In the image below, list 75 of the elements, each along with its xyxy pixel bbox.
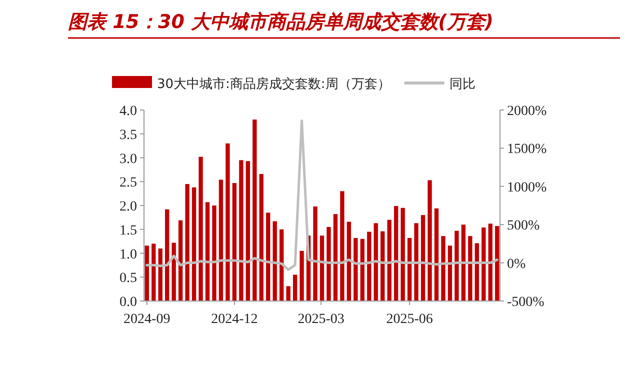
bar	[407, 238, 412, 301]
bar	[367, 232, 372, 301]
x-tick-label: 2024-09	[124, 312, 170, 327]
y2-tick-label: 0%	[507, 256, 526, 272]
bar	[448, 246, 452, 301]
bar	[461, 224, 466, 301]
chart-title: 图表 15：30 大中城市商品房单周成交套数(万套)	[68, 11, 494, 33]
bar	[488, 224, 492, 301]
bar	[198, 156, 203, 301]
y2-tick-label: 500%	[507, 218, 540, 234]
y2-tick-label: 1500%	[507, 142, 547, 158]
bar	[266, 212, 270, 301]
bar	[172, 242, 176, 301]
bar	[394, 206, 398, 301]
bar	[434, 208, 439, 301]
x-tick-label: 2025-06	[386, 312, 433, 327]
bar	[226, 143, 230, 301]
bar	[185, 184, 190, 301]
bar	[333, 214, 338, 301]
bar	[441, 236, 446, 301]
y-tick-label: 4.0	[120, 104, 137, 119]
bar	[428, 180, 432, 301]
bar	[212, 206, 216, 301]
y-tick-label: 1.5	[120, 223, 137, 238]
y-tick-label: 0.0	[120, 295, 137, 310]
y-tick-label: 1.0	[120, 247, 137, 262]
y-tick-label: 0.5	[120, 271, 137, 286]
bar	[387, 220, 392, 301]
bar	[280, 229, 284, 301]
bar	[300, 250, 304, 301]
bar	[205, 202, 210, 301]
y2-tick-label: -500%	[507, 295, 545, 310]
bar	[474, 243, 479, 301]
y-tick-label: 2.0	[120, 200, 137, 214]
bar	[286, 286, 290, 301]
x-tick-label: 2025-03	[298, 312, 344, 327]
line-series	[146, 119, 498, 271]
bar	[158, 248, 162, 301]
bar	[292, 274, 298, 301]
bar	[259, 174, 264, 301]
bar	[192, 187, 196, 301]
bar	[272, 221, 277, 301]
bar	[374, 223, 378, 301]
bar	[380, 231, 385, 301]
legend-label: 30大中城市:商品房成交套数:周（万套）	[157, 76, 390, 92]
bar	[400, 208, 405, 301]
bar	[495, 226, 500, 301]
bar	[313, 206, 318, 301]
y2-tick-label: 2000%	[507, 104, 547, 119]
bar	[454, 230, 459, 301]
bar	[218, 180, 224, 301]
bar	[326, 226, 331, 301]
bar	[346, 222, 352, 301]
bar	[468, 236, 472, 301]
bar	[232, 183, 237, 301]
y2-tick-label: 1000%	[507, 180, 547, 196]
bar	[360, 238, 364, 301]
y-tick-label: 3.0	[120, 152, 137, 167]
y-tick-label: 3.5	[120, 128, 137, 143]
legend-label: 同比	[449, 77, 476, 92]
bar	[144, 246, 149, 301]
bar	[246, 161, 250, 301]
bar	[320, 236, 324, 301]
bar	[152, 244, 156, 301]
bar	[482, 227, 486, 301]
bar	[340, 191, 344, 301]
bar	[178, 220, 183, 301]
bar	[414, 223, 418, 301]
bar	[165, 209, 170, 301]
x-tick-label: 2024-12	[211, 312, 258, 327]
bar	[239, 160, 244, 301]
bar	[420, 215, 426, 301]
y-tick-label: 2.5	[120, 176, 137, 191]
bar	[252, 120, 257, 301]
bar	[354, 238, 358, 301]
